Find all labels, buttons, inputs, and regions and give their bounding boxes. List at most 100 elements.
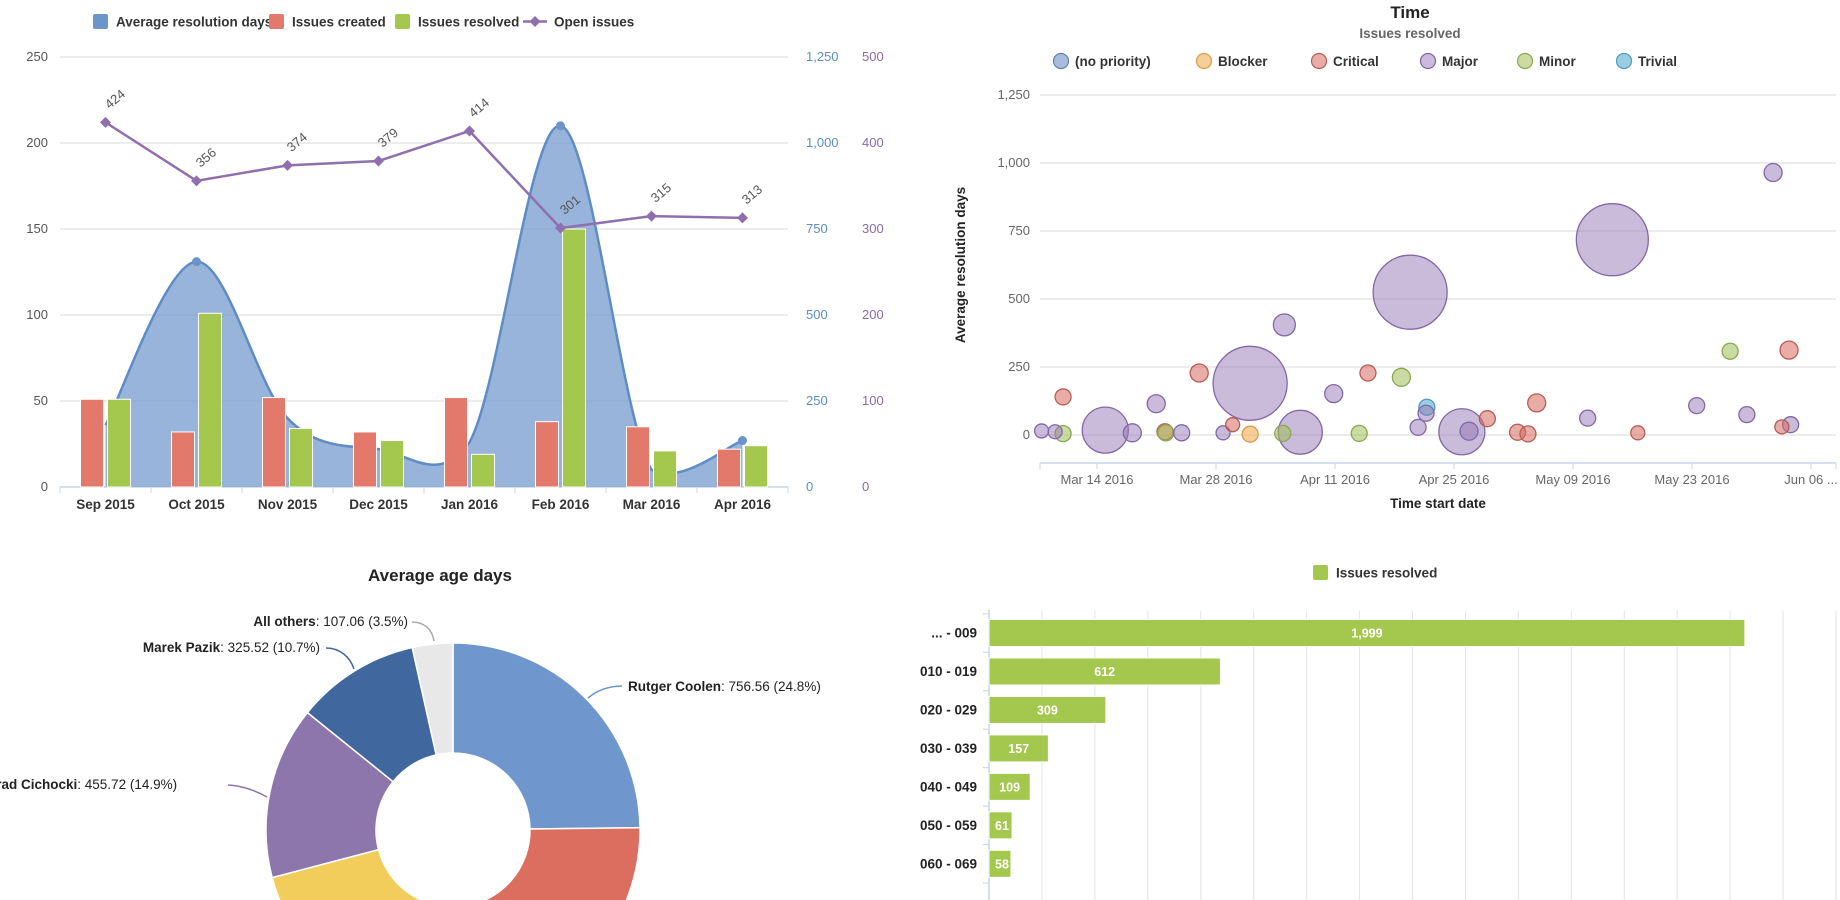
- bubble-point-major[interactable]: [1047, 424, 1063, 440]
- pie-slice-unlabeled-1[interactable]: [459, 826, 641, 900]
- bar-issues-created[interactable]: [262, 397, 286, 488]
- x-axis-tick-label: Mar 14 2016: [1061, 472, 1134, 487]
- bubble-point-major[interactable]: [1081, 406, 1129, 454]
- bar-issues-resolved[interactable]: [653, 450, 677, 488]
- bubble-point-critical[interactable]: [1779, 340, 1799, 360]
- bubble-point-critical[interactable]: [1519, 425, 1537, 443]
- x-axis-tick-label: Mar 28 2016: [1180, 472, 1253, 487]
- right-blue-axis-tick: 500: [806, 307, 828, 322]
- bubble-point-critical[interactable]: [1054, 388, 1072, 406]
- point-open-issues[interactable]: [464, 125, 475, 137]
- bar-issues-resolved[interactable]: [988, 811, 1013, 840]
- legend-item-major[interactable]: Major: [1419, 52, 1479, 70]
- bubble-point-major[interactable]: [1173, 424, 1191, 442]
- bubble-point-major[interactable]: [1122, 423, 1142, 443]
- bubble-point-minor[interactable]: [1274, 424, 1292, 443]
- pie-slice-unlabeled-2[interactable]: [271, 848, 468, 900]
- bar-issues-created[interactable]: [535, 421, 559, 488]
- bubble-point-major[interactable]: [1417, 404, 1435, 422]
- legend-item-minor[interactable]: Minor: [1516, 52, 1577, 70]
- bubble-point-critical[interactable]: [1630, 425, 1646, 441]
- bubble-point-minor[interactable]: [1350, 424, 1368, 443]
- point-open-issues[interactable]: [100, 116, 111, 128]
- point-avg-resolution-days[interactable]: [192, 257, 201, 267]
- bubble-point-critical[interactable]: [1774, 419, 1790, 435]
- bar-issues-created[interactable]: [80, 398, 104, 488]
- legend-item-issues-resolved[interactable]: Issues resolved: [395, 14, 519, 30]
- bubble-point-major[interactable]: [1272, 313, 1297, 337]
- left-axis-tick: 50: [34, 393, 48, 408]
- bubble-point-major[interactable]: [1146, 394, 1166, 414]
- bubble-point-major[interactable]: [1575, 203, 1649, 277]
- bar-issues-resolved[interactable]: [471, 453, 495, 488]
- pie-slice-rutger-coolen[interactable]: [452, 642, 641, 830]
- bubble-point-critical[interactable]: [1527, 393, 1547, 413]
- bubble-point-minor[interactable]: [1721, 342, 1739, 360]
- legend-label: (no priority): [1075, 54, 1151, 69]
- legend-symbol: [1313, 565, 1328, 580]
- pie-label-connector: [587, 685, 623, 699]
- bar-issues-resolved[interactable]: [988, 657, 1221, 686]
- bubble-point-major[interactable]: [1033, 423, 1050, 439]
- bubble-point-minor[interactable]: [1157, 424, 1175, 442]
- point-open-issues[interactable]: [191, 175, 202, 187]
- legend-item-issues-resolved[interactable]: Issues resolved: [1313, 565, 1437, 581]
- legend-item-nopriority[interactable]: (no priority): [1052, 52, 1151, 70]
- bubble-point-blocker[interactable]: [1241, 425, 1259, 443]
- bubble-point-critical[interactable]: [1189, 363, 1209, 383]
- bubble-point-critical[interactable]: [1359, 364, 1377, 382]
- x-axis-category-label: Apr 2016: [714, 497, 772, 512]
- bubble-point-critical[interactable]: [1224, 417, 1241, 433]
- bar-issues-resolved[interactable]: [562, 228, 586, 488]
- bubble-point-minor[interactable]: [1391, 367, 1412, 387]
- bar-issues-resolved[interactable]: [380, 440, 404, 488]
- legend-symbol: [1516, 52, 1534, 70]
- point-open-issues[interactable]: [555, 222, 566, 234]
- bar-issues-resolved[interactable]: [988, 849, 1012, 878]
- bubble-point-major[interactable]: [1688, 396, 1706, 415]
- bubble-point-major[interactable]: [1409, 418, 1427, 437]
- bar-issues-resolved[interactable]: [988, 734, 1049, 763]
- point-avg-resolution-days[interactable]: [556, 121, 565, 131]
- legend-item-issues-created[interactable]: Issues created: [269, 14, 386, 30]
- bar-issues-created[interactable]: [717, 448, 741, 488]
- bar-issues-resolved[interactable]: [988, 695, 1107, 724]
- open-issues-point-label: 356: [193, 145, 219, 170]
- bar-issues-created[interactable]: [444, 397, 468, 488]
- bubble-point-major[interactable]: [1763, 162, 1783, 183]
- bar-issues-created[interactable]: [171, 431, 195, 488]
- bar-issues-resolved[interactable]: [198, 312, 222, 488]
- point-open-issues[interactable]: [737, 212, 748, 224]
- point-avg-resolution-days[interactable]: [738, 436, 747, 446]
- legend-item-average-resolution-days[interactable]: Average resolution days: [93, 14, 272, 30]
- legend-item-trivial[interactable]: Trivial: [1615, 52, 1678, 70]
- open-issues-point-label: 313: [739, 182, 765, 207]
- legend-item-critical[interactable]: Critical: [1310, 52, 1379, 70]
- bubble-point-critical[interactable]: [1478, 410, 1497, 428]
- legend-item-blocker[interactable]: Blocker: [1195, 52, 1269, 70]
- right-blue-axis-tick: 1,000: [806, 135, 839, 150]
- pie-slice-all-others[interactable]: [411, 642, 454, 756]
- point-open-issues[interactable]: [373, 155, 384, 167]
- point-open-issues[interactable]: [646, 210, 657, 222]
- bubble-point-major[interactable]: [1578, 409, 1597, 427]
- bubble-point-major[interactable]: [1372, 254, 1448, 330]
- right-purple-axis-tick: 400: [862, 135, 884, 150]
- pie-slice-konrad-cichocki[interactable]: [265, 711, 395, 879]
- bubble-chart-title: Time: [1390, 3, 1430, 22]
- bubble-point-major[interactable]: [1212, 345, 1288, 421]
- bubble-point-major[interactable]: [1738, 405, 1756, 424]
- bar-issues-resolved[interactable]: [988, 772, 1031, 801]
- bar-issues-resolved[interactable]: [744, 445, 768, 488]
- bar-issues-created[interactable]: [353, 431, 377, 488]
- x-axis-category-label: Oct 2015: [168, 497, 225, 512]
- bar-issues-resolved[interactable]: [107, 398, 131, 488]
- line-open-issues[interactable]: [104, 121, 743, 230]
- bubble-point-major[interactable]: [1459, 421, 1479, 441]
- bar-issues-created[interactable]: [626, 426, 650, 488]
- bar-issues-resolved[interactable]: [289, 428, 313, 488]
- legend-item-open-issues[interactable]: Open issues: [523, 15, 634, 30]
- point-open-issues[interactable]: [282, 159, 293, 171]
- bar-issues-resolved[interactable]: [988, 619, 1746, 648]
- bubble-point-major[interactable]: [1324, 384, 1344, 404]
